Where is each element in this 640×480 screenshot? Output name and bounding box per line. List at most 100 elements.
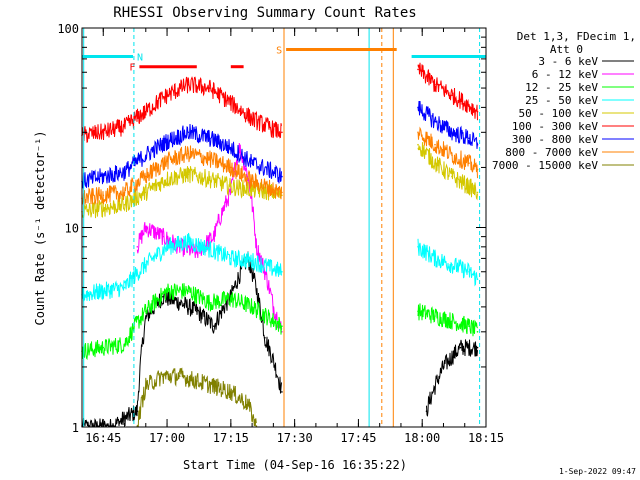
data-point: [196, 251, 198, 254]
data-point: [281, 131, 283, 134]
data-point: [451, 94, 453, 97]
data-point: [434, 257, 436, 260]
legend-entry-800-7000-kev: 800 - 7000 keV: [505, 146, 598, 159]
data-point: [264, 337, 266, 339]
data-point: [476, 191, 479, 194]
data-point: [102, 346, 105, 349]
legend-entry-50-100-kev: 50 - 100 keV: [519, 107, 599, 120]
data-point: [166, 246, 168, 248]
data-point: [123, 343, 126, 346]
data-point: [187, 83, 190, 86]
data-point: [208, 178, 211, 180]
data-point: [417, 106, 419, 109]
data-point: [187, 152, 190, 155]
legend-entry-12-25-kev: 12 - 25 keV: [525, 81, 598, 94]
data-point: [123, 191, 126, 194]
flag-label-n: N: [137, 53, 143, 64]
data-point: [208, 301, 211, 304]
data-point: [251, 180, 253, 183]
data-point: [145, 175, 147, 178]
data-point: [145, 191, 147, 194]
series-7000-15000-kev: [136, 367, 258, 428]
data-point: [136, 410, 139, 413]
data-point: [102, 207, 105, 209]
data-point: [187, 131, 190, 134]
flag-label-f: F: [129, 63, 135, 74]
data-point: [451, 175, 453, 178]
data-point: [417, 310, 419, 313]
data-point: [468, 104, 470, 106]
data-point: [208, 137, 211, 140]
data-point: [102, 131, 105, 134]
data-point: [145, 111, 147, 113]
data-point: [162, 235, 164, 238]
legend-entry-25-50-kev: 25 - 50 keV: [525, 94, 598, 107]
data-point: [166, 94, 168, 97]
annotation-layer: NF S: [82, 28, 486, 427]
data-point: [123, 286, 126, 289]
data-point: [417, 68, 419, 71]
data-point: [459, 346, 462, 349]
y-tick-label: 1: [72, 421, 79, 435]
data-point: [230, 186, 232, 188]
data-point: [162, 295, 164, 298]
data-point: [272, 320, 275, 322]
data-point: [451, 154, 453, 157]
data-point: [476, 143, 479, 146]
data-point: [136, 246, 139, 248]
data-point: [179, 301, 181, 304]
data-point: [213, 235, 215, 238]
data-point: [281, 271, 283, 273]
data-point: [230, 391, 232, 393]
data-point: [272, 188, 275, 191]
data-point: [434, 120, 436, 123]
data-point: [145, 264, 147, 266]
data-point: [166, 160, 168, 162]
data-point: [468, 325, 470, 328]
data-point: [476, 331, 479, 333]
data-point: [272, 268, 275, 270]
data-point: [417, 131, 419, 134]
data-point: [179, 375, 181, 377]
data-point: [208, 87, 211, 89]
data-point: [272, 306, 275, 308]
y-axis-label: Count Rate (s⁻¹ detector⁻¹): [33, 130, 47, 325]
x-tick-label: 18:00: [404, 431, 440, 445]
data-point: [476, 278, 479, 281]
data-point: [213, 385, 215, 388]
series-800-7000-kev: [81, 126, 479, 205]
footer-timestamp: 1-Sep-2022 09:47: [559, 467, 636, 476]
data-point: [166, 290, 168, 292]
data-point: [255, 425, 258, 427]
data-point: [251, 188, 253, 191]
data-point: [166, 178, 168, 180]
legend-entry-100-300-kev: 100 - 300 keV: [512, 120, 598, 133]
data-point: [434, 143, 436, 146]
data-point: [196, 310, 198, 313]
data-point: [468, 162, 470, 164]
data-point: [230, 166, 232, 169]
data-point: [468, 137, 470, 140]
data-point: [187, 290, 190, 292]
data-point: [145, 310, 147, 313]
data-point: [255, 246, 258, 248]
data-point: [208, 158, 211, 160]
data-point: [230, 102, 232, 104]
data-point: [417, 246, 419, 248]
data-point: [230, 147, 232, 149]
data-point: [272, 128, 275, 131]
data-point: [238, 147, 241, 149]
legend-entry-300-800-kev: 300 - 800 keV: [512, 133, 598, 146]
data-point: [166, 140, 168, 143]
data-point: [145, 226, 147, 229]
data-point: [247, 403, 249, 406]
data-point: [111, 425, 113, 427]
data-point: [434, 315, 436, 317]
data-point: [136, 425, 139, 427]
data-point: [196, 380, 198, 382]
y-tick-label: 10: [65, 222, 79, 236]
data-point: [425, 410, 428, 413]
x-tick-label: 18:15: [468, 431, 504, 445]
data-point: [123, 204, 126, 206]
